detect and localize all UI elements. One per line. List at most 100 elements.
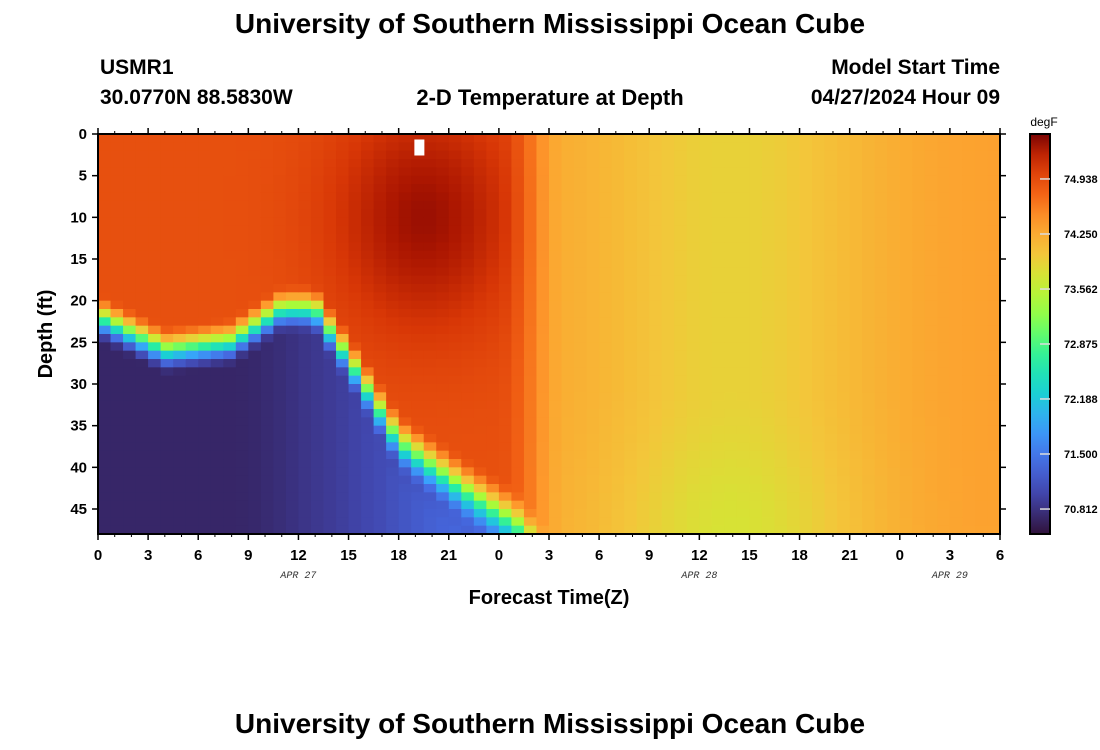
- heatmap-cell: [849, 292, 863, 302]
- heatmap-cell: [361, 300, 375, 310]
- heatmap-cell: [436, 359, 450, 368]
- heatmap-cell: [636, 384, 650, 393]
- heatmap-cell: [812, 275, 826, 285]
- heatmap-cell: [899, 367, 913, 377]
- heatmap-cell: [574, 167, 588, 177]
- heatmap-cell: [812, 475, 826, 485]
- heatmap-cell: [123, 275, 137, 285]
- heatmap-cell: [799, 167, 813, 177]
- heatmap-cell: [135, 284, 149, 293]
- heatmap-cell: [461, 267, 475, 277]
- heatmap-cell: [962, 409, 976, 418]
- heatmap-cell: [523, 334, 538, 343]
- heatmap-cell: [787, 217, 801, 227]
- heatmap-cell: [711, 425, 725, 435]
- heatmap-cell: [248, 225, 262, 235]
- heatmap-cell: [285, 492, 300, 502]
- heatmap-cell: [461, 159, 475, 168]
- heatmap-cell: [273, 217, 287, 227]
- heatmap-cell: [974, 434, 989, 443]
- heatmap-cell: [887, 192, 901, 202]
- heatmap-cell: [949, 184, 964, 193]
- heatmap-cell: [862, 159, 876, 168]
- heatmap-cell: [285, 159, 300, 168]
- heatmap-cell: [235, 500, 249, 510]
- heatmap-cell: [774, 334, 788, 343]
- heatmap-cell: [962, 225, 976, 235]
- heatmap-cell: [511, 234, 525, 243]
- heatmap-cell: [148, 225, 162, 235]
- heatmap-cell: [549, 500, 563, 510]
- heatmap-cell: [787, 275, 801, 285]
- heatmap-cell: [423, 500, 437, 510]
- heatmap-cell: [549, 442, 563, 452]
- heatmap-cell: [787, 359, 801, 368]
- heatmap-cell: [398, 259, 412, 268]
- heatmap-cell: [661, 309, 675, 318]
- heatmap-cell: [523, 142, 538, 152]
- heatmap-cell: [711, 259, 725, 268]
- heatmap-cell: [298, 392, 312, 402]
- heatmap-cell: [824, 217, 838, 227]
- heatmap-cell: [624, 384, 638, 393]
- heatmap-cell: [348, 242, 362, 252]
- heatmap-cell: [624, 500, 638, 510]
- heatmap-cell: [285, 200, 300, 210]
- heatmap-cell: [862, 459, 876, 468]
- heatmap-cell: [148, 325, 162, 335]
- heatmap-cell: [398, 292, 412, 302]
- heatmap-cell: [173, 150, 187, 160]
- heatmap-cell: [774, 209, 788, 218]
- heatmap-cell: [223, 367, 237, 377]
- heatmap-cell: [348, 300, 362, 310]
- heatmap-cell: [624, 275, 638, 285]
- heatmap-cell: [123, 475, 137, 485]
- heatmap-cell: [636, 209, 650, 218]
- heatmap-cell: [361, 234, 375, 243]
- heatmap-cell: [486, 259, 500, 268]
- heatmap-cell: [686, 484, 700, 493]
- heatmap-cell: [285, 167, 300, 177]
- heatmap-cell: [912, 475, 926, 485]
- heatmap-cell: [749, 209, 763, 218]
- heatmap-cell: [436, 517, 450, 527]
- heatmap-cell: [323, 250, 337, 260]
- heatmap-cell: [511, 175, 525, 185]
- heatmap-cell: [210, 317, 224, 327]
- heatmap-cell: [260, 259, 274, 268]
- heatmap-cell: [599, 250, 613, 260]
- heatmap-cell: [937, 517, 951, 527]
- heatmap-cell: [461, 392, 475, 402]
- heatmap-cell: [210, 367, 224, 377]
- heatmap-cell: [223, 192, 237, 202]
- heatmap-cell: [210, 184, 224, 193]
- heatmap-cell: [862, 225, 876, 235]
- heatmap-cell: [862, 317, 876, 327]
- heatmap-cell: [636, 175, 650, 185]
- heatmap-cell: [912, 325, 926, 335]
- heatmap-cell: [436, 492, 450, 502]
- heatmap-cell: [799, 292, 813, 302]
- heatmap-cell: [924, 475, 938, 485]
- heatmap-cell: [373, 134, 387, 143]
- heatmap-cell: [599, 234, 613, 243]
- heatmap-cell: [561, 275, 575, 285]
- heatmap-cell: [185, 192, 199, 202]
- heatmap-cell: [736, 475, 751, 485]
- heatmap-cell: [561, 450, 575, 460]
- heatmap-cell: [110, 392, 124, 402]
- heatmap-cell: [711, 142, 725, 152]
- heatmap-cell: [549, 134, 563, 143]
- heatmap-cell: [248, 292, 262, 302]
- heatmap-cell: [874, 517, 888, 527]
- heatmap-cell: [561, 425, 575, 435]
- heatmap-cell: [912, 467, 926, 477]
- heatmap-cell: [98, 467, 112, 477]
- heatmap-cell: [523, 250, 538, 260]
- heatmap-cell: [636, 142, 650, 152]
- heatmap-cell: [235, 192, 249, 202]
- heatmap-cell: [185, 134, 199, 143]
- heatmap-cell: [686, 392, 700, 402]
- heatmap-cell: [636, 525, 650, 535]
